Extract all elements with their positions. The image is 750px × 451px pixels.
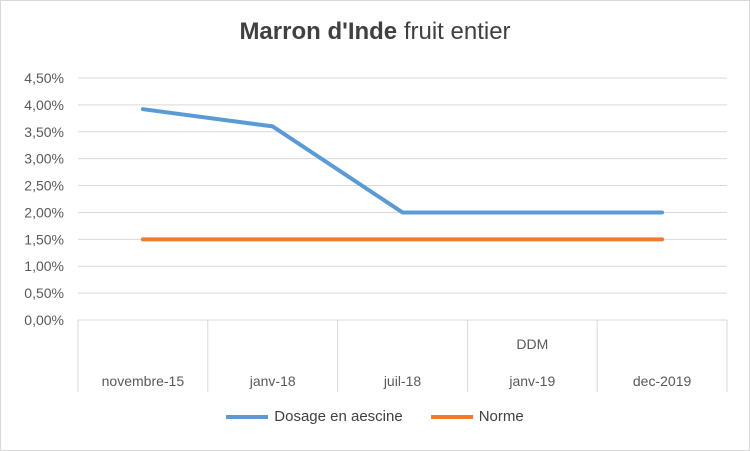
x-tick-label: janv-19 — [508, 373, 555, 389]
category-annotation: DDM — [516, 336, 548, 352]
chart-title-bold: Marron d'Inde — [239, 18, 398, 45]
y-tick-label: 0,00% — [24, 312, 64, 328]
legend-item-dosage: Dosage en aescine — [226, 408, 403, 425]
y-tick-label: 3,00% — [24, 151, 64, 167]
y-tick-label: 4,00% — [24, 97, 64, 113]
legend-item-norme: Norme — [430, 408, 524, 425]
y-tick-label: 3,50% — [24, 124, 64, 140]
chart-title-rest: fruit entier — [403, 18, 511, 45]
chart-legend: Dosage en aescine Norme — [0, 408, 750, 425]
x-tick-label: janv-18 — [249, 373, 296, 389]
legend-swatch-dosage — [226, 414, 269, 419]
x-tick-label: juil-18 — [383, 373, 422, 389]
series-line-dosage — [140, 107, 665, 215]
y-tick-label: 1,00% — [24, 258, 64, 274]
y-tick-label: 1,50% — [24, 231, 64, 247]
y-tick-label: 2,50% — [24, 178, 64, 194]
x-tick-label: novembre-15 — [102, 373, 185, 389]
legend-label-norme: Norme — [478, 408, 524, 425]
y-tick-label: 0,50% — [24, 285, 64, 301]
y-tick-label: 2,00% — [24, 204, 64, 220]
legend-swatch-norme — [430, 414, 473, 419]
y-tick-label: 4,50% — [24, 70, 64, 86]
x-tick-label: dec-2019 — [633, 373, 692, 389]
chart-title: Marron d'Inde fruit entier — [0, 18, 750, 46]
legend-label-dosage: Dosage en aescine — [274, 408, 403, 425]
